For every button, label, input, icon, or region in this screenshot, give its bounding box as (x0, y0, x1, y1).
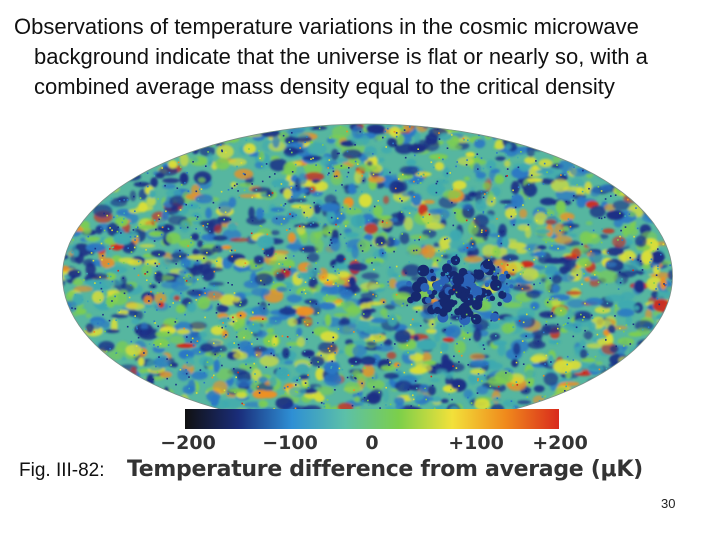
color-scale-bar (185, 409, 559, 429)
slide-heading: Observations of temperature variations i… (14, 12, 714, 102)
cmb-sky-map-svg (62, 123, 673, 429)
scale-tick-plus-100: +100 (448, 432, 504, 454)
caption-text: Temperature difference from average ( (127, 457, 601, 482)
figure-caption: Temperature difference from average (μK) (127, 457, 643, 482)
caption-close: ) (633, 457, 643, 482)
scale-tick-plus-200: +200 (532, 432, 588, 454)
page-number: 30 (661, 496, 676, 511)
heading-line-3: combined average mass density equal to t… (34, 74, 615, 99)
figure-label: Fig. III-82: (19, 460, 105, 481)
heading-line-1: Observations of temperature variations i… (14, 14, 639, 39)
scale-tick-minus-100: −100 (262, 432, 318, 454)
scale-tick-minus-200: −200 (160, 432, 216, 454)
caption-unit: μK (600, 457, 634, 482)
cmb-sky-map (60, 122, 675, 430)
scale-tick-zero: 0 (365, 432, 379, 454)
heading-line-2: background indicate that the universe is… (34, 44, 648, 69)
